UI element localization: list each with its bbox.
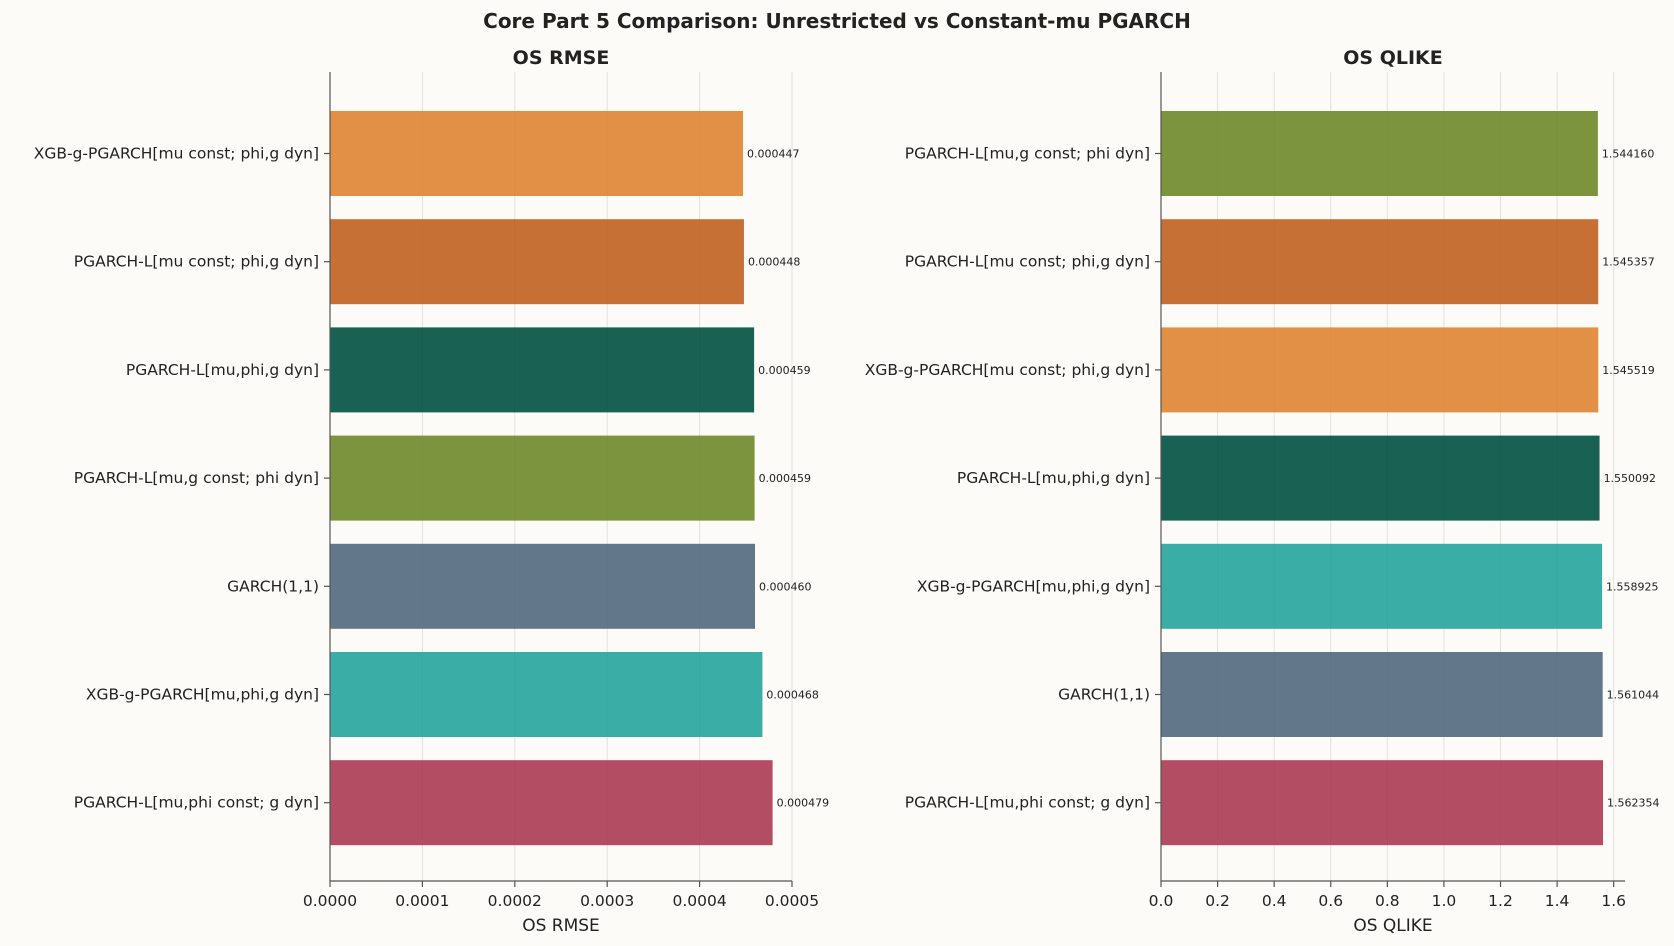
qlike-bar <box>1161 219 1599 305</box>
qlike-category-label: PGARCH-L[mu,phi,g dyn] <box>957 469 1150 487</box>
qlike-xtick-label: 1.0 <box>1432 892 1457 910</box>
rmse-value-label: 0.000448 <box>748 256 801 269</box>
qlike-panel-title: OS QLIKE <box>1343 47 1442 69</box>
qlike-xtick-label: 0.6 <box>1318 892 1343 910</box>
qlike-category-label: PGARCH-L[mu const; phi,g dyn] <box>905 253 1150 271</box>
rmse-bar <box>330 327 755 413</box>
rmse-category-label: GARCH(1,1) <box>227 577 319 595</box>
rmse-xtick-label: 0.0004 <box>672 892 726 910</box>
rmse-bar <box>330 760 773 846</box>
qlike-category-label: PGARCH-L[mu,phi const; g dyn] <box>905 794 1150 812</box>
rmse-category-label: PGARCH-L[mu const; phi,g dyn] <box>74 253 319 271</box>
rmse-x-axis-label: OS RMSE <box>522 916 600 936</box>
rmse-panel: 0.000447 XGB-g-PGARCH[mu const; phi,g dyn… <box>34 47 829 936</box>
figure-title: Core Part 5 Comparison: Unrestricted vs … <box>483 9 1191 33</box>
rmse-panel-title: OS RMSE <box>513 47 610 69</box>
qlike-xtick-label: 1.2 <box>1488 892 1513 910</box>
qlike-category-label: XGB-g-PGARCH[mu,phi,g dyn] <box>917 577 1150 595</box>
qlike-category-label: GARCH(1,1) <box>1058 686 1150 704</box>
rmse-value-label: 0.000447 <box>747 148 800 161</box>
rmse-category-label: XGB-g-PGARCH[mu,phi,g dyn] <box>86 686 319 704</box>
qlike-category-label: PGARCH-L[mu,g const; phi dyn] <box>905 145 1150 163</box>
rmse-bar <box>330 435 755 521</box>
rmse-value-label: 0.000459 <box>758 364 811 377</box>
qlike-value-label: 1.545357 <box>1602 256 1655 269</box>
qlike-value-label: 1.550092 <box>1604 472 1657 485</box>
rmse-bar <box>330 111 744 196</box>
qlike-xtick-label: 1.4 <box>1545 892 1570 910</box>
rmse-bar <box>330 543 756 629</box>
rmse-xtick-label: 0.0001 <box>395 892 449 910</box>
rmse-bar <box>330 219 744 305</box>
qlike-bar <box>1161 435 1600 521</box>
qlike-category-label: XGB-g-PGARCH[mu const; phi,g dyn] <box>865 361 1150 379</box>
rmse-xtick-label: 0.0000 <box>303 892 357 910</box>
rmse-value-label: 0.000460 <box>759 580 812 593</box>
rmse-value-label: 0.000479 <box>777 797 830 810</box>
qlike-xtick-label: 0.8 <box>1375 892 1400 910</box>
rmse-xtick-label: 0.0005 <box>765 892 819 910</box>
qlike-bar <box>1161 652 1603 737</box>
qlike-xtick-label: 0.4 <box>1262 892 1287 910</box>
rmse-value-label: 0.000468 <box>766 689 819 702</box>
qlike-panel: 1.544160 PGARCH-L[mu,g const; phi dyn] 1.5… <box>865 47 1660 936</box>
rmse-category-label: PGARCH-L[mu,phi,g dyn] <box>126 361 319 379</box>
rmse-category-label: PGARCH-L[mu,g const; phi dyn] <box>74 469 319 487</box>
qlike-bar <box>1161 327 1599 413</box>
rmse-xtick-label: 0.0003 <box>580 892 634 910</box>
rmse-category-label: PGARCH-L[mu,phi const; g dyn] <box>74 794 319 812</box>
qlike-value-label: 1.562354 <box>1607 797 1660 810</box>
qlike-x-axis-label: OS QLIKE <box>1353 916 1432 936</box>
qlike-xtick-label: 1.6 <box>1601 892 1626 910</box>
qlike-value-label: 1.545519 <box>1602 364 1655 377</box>
qlike-xtick-label: 0.2 <box>1205 892 1230 910</box>
rmse-category-label: XGB-g-PGARCH[mu const; phi,g dyn] <box>34 145 319 163</box>
rmse-xtick-label: 0.0002 <box>488 892 542 910</box>
qlike-bar <box>1161 543 1603 629</box>
qlike-value-label: 1.544160 <box>1602 148 1655 161</box>
qlike-bar <box>1161 760 1604 846</box>
qlike-value-label: 1.561044 <box>1607 689 1660 702</box>
qlike-value-label: 1.558925 <box>1606 580 1659 593</box>
rmse-value-label: 0.000459 <box>759 472 812 485</box>
qlike-bar <box>1161 111 1598 196</box>
rmse-bar <box>330 652 763 737</box>
qlike-xtick-label: 0.0 <box>1149 892 1174 910</box>
